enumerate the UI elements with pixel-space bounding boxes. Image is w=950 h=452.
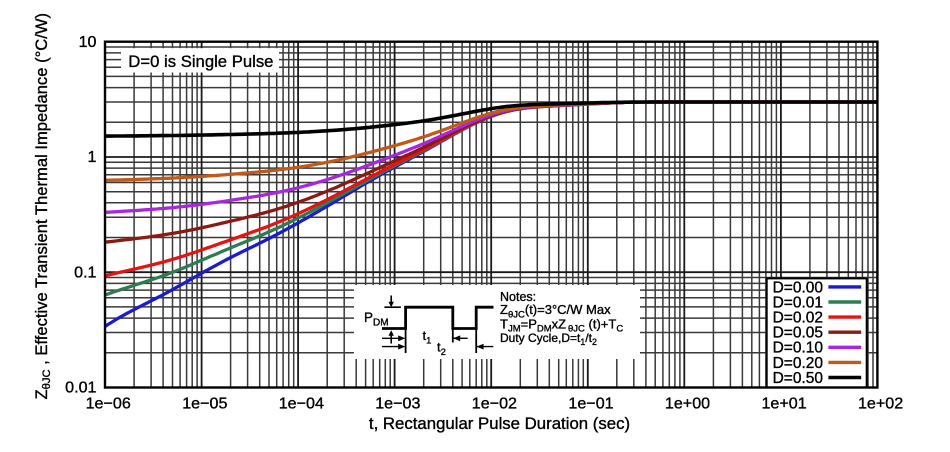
svg-text:0.01: 0.01: [65, 379, 96, 397]
svg-text:D=0.00: D=0.00: [773, 279, 824, 296]
svg-text:TJM=PDMxZ θJC (t)+TC: TJM=PDMxZ θJC (t)+TC: [500, 316, 623, 334]
svg-text:1e+01: 1e+01: [761, 394, 806, 412]
svg-text:1e+02: 1e+02: [858, 394, 903, 412]
svg-text:D=0.20: D=0.20: [773, 355, 824, 372]
svg-text:D=0 is Single Pulse: D=0 is Single Pulse: [128, 52, 273, 71]
svg-text:1: 1: [88, 148, 97, 166]
svg-text:t1: t1: [423, 328, 432, 347]
svg-text:1e−05: 1e−05: [182, 394, 227, 412]
svg-text:ZθJC , Effective Transient The: ZθJC , Effective Transient Thermal Imped…: [32, 13, 53, 400]
svg-text:1e−03: 1e−03: [375, 394, 420, 412]
svg-text:1e−04: 1e−04: [279, 394, 324, 412]
svg-text:t2: t2: [437, 340, 446, 359]
svg-text:1e−06: 1e−06: [86, 394, 131, 412]
svg-text:D=0.10: D=0.10: [773, 340, 824, 357]
svg-text:0.1: 0.1: [74, 263, 96, 281]
svg-text:t, Rectangular Pulse Duration: t, Rectangular Pulse Duration (sec): [369, 414, 630, 433]
svg-text:D=0.02: D=0.02: [773, 310, 823, 327]
svg-text:D=0.05: D=0.05: [773, 325, 823, 342]
svg-text:1e−02: 1e−02: [472, 394, 517, 412]
svg-text:1e+00: 1e+00: [665, 394, 710, 412]
svg-text:ZθJC(t)=3°C/W Max: ZθJC(t)=3°C/W Max: [500, 302, 611, 320]
svg-text:D=0.01: D=0.01: [773, 294, 823, 311]
svg-text:D=0.50: D=0.50: [773, 370, 824, 387]
svg-text:10: 10: [79, 33, 97, 51]
svg-text:Duty Cycle,D=t1/t2: Duty Cycle,D=t1/t2: [500, 331, 597, 347]
svg-text:1e−01: 1e−01: [568, 394, 613, 412]
svg-text:Notes:: Notes:: [500, 290, 536, 304]
